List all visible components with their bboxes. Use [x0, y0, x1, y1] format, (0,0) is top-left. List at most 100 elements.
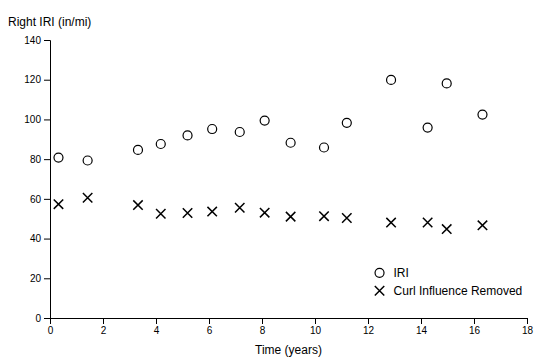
x-tick-mark [368, 318, 369, 324]
legend-label: Curl Influence Removed [394, 284, 523, 298]
point [54, 153, 63, 162]
x-tick-label: 18 [522, 325, 534, 336]
point [260, 116, 269, 125]
x-tick-mark [474, 318, 475, 324]
y-tick-mark [44, 80, 50, 81]
x-tick: 4 [154, 318, 160, 336]
x-tick: 16 [469, 318, 481, 336]
x-tick: 6 [207, 318, 213, 336]
y-tick: 20 [30, 273, 50, 284]
chart: 0 2 4 6 8 10 12 14 16 18 0 20 40 60 80 100 120 140 IRI Curl… [0, 0, 551, 364]
y-tick-mark [44, 239, 50, 240]
point [133, 200, 142, 209]
legend: IRI Curl Influence Removed [375, 266, 522, 298]
x-tick-label: 16 [469, 325, 481, 336]
legend-symbol [375, 286, 384, 295]
point [387, 75, 396, 84]
x-tick-label: 10 [310, 325, 322, 336]
x-tick-label: 14 [416, 325, 428, 336]
x-axis-label: Time (years) [255, 343, 322, 357]
y-tick: 60 [30, 194, 50, 205]
point [183, 131, 192, 140]
x-tick-label: 2 [101, 325, 107, 336]
y-tick-mark [44, 119, 50, 120]
x-tick: 10 [310, 318, 322, 336]
y-tick-label: 40 [30, 233, 42, 244]
x-tick-label: 12 [363, 325, 375, 336]
y-tick-mark [44, 40, 50, 41]
x-tick-label: 4 [154, 325, 160, 336]
legend-label: IRI [394, 266, 409, 280]
x-tick: 12 [363, 318, 375, 336]
point [208, 125, 217, 134]
x-tick: 18 [522, 318, 534, 336]
y-axis: 0 20 40 60 80 100 120 140 [24, 35, 50, 324]
point [260, 208, 269, 217]
legend-symbol [375, 268, 384, 277]
point [54, 199, 63, 208]
point [342, 213, 351, 222]
x-tick-mark [209, 318, 210, 324]
point [83, 193, 92, 202]
x-axis: 0 2 4 6 8 10 12 14 16 18 [48, 318, 534, 336]
point [478, 221, 487, 230]
point [235, 127, 244, 136]
x-tick-label: 8 [260, 325, 266, 336]
y-tick-mark [44, 199, 50, 200]
x-tick: 0 [48, 318, 54, 336]
y-tick: 120 [24, 74, 50, 85]
x-tick-mark [421, 318, 422, 324]
x-tick: 8 [260, 318, 266, 336]
y-tick-mark [44, 278, 50, 279]
y-tick-label: 80 [30, 154, 42, 165]
x-tick-mark [527, 318, 528, 324]
point [320, 143, 329, 152]
x-tick: 2 [101, 318, 107, 336]
plot-area: 0 2 4 6 8 10 12 14 16 18 0 20 40 60 80 100 120 140 IRI Curl… [24, 35, 533, 336]
y-tick: 100 [24, 114, 50, 125]
point [423, 218, 432, 227]
legend-item: Curl Influence Removed [375, 284, 522, 298]
y-tick-label: 120 [24, 74, 41, 85]
point [156, 209, 165, 218]
point [207, 207, 216, 216]
legend-item: IRI [375, 266, 409, 280]
point [183, 208, 192, 217]
point [133, 145, 142, 154]
x-tick-mark [103, 318, 104, 324]
point [156, 140, 165, 149]
y-tick-label: 0 [35, 313, 41, 324]
point [442, 224, 451, 233]
point [83, 156, 92, 165]
series [54, 193, 487, 234]
x-tick-mark [315, 318, 316, 324]
x-tick-mark [156, 318, 157, 324]
point [442, 79, 451, 88]
point [286, 212, 295, 221]
y-tick-mark [44, 318, 50, 319]
point [235, 203, 244, 212]
y-tick: 80 [30, 154, 50, 165]
point [319, 211, 328, 220]
x-tick-mark [262, 318, 263, 324]
marks [54, 75, 487, 233]
y-tick-label: 100 [24, 114, 41, 125]
point [423, 123, 432, 132]
point [342, 118, 351, 127]
x-axis-line [51, 319, 528, 325]
series [54, 75, 487, 165]
point [286, 138, 295, 147]
y-tick: 40 [30, 233, 50, 244]
y-tick: 0 [35, 313, 50, 324]
x-tick-label: 0 [48, 325, 54, 336]
y-tick-label: 60 [30, 194, 42, 205]
y-tick-label: 140 [24, 35, 41, 46]
x-tick-label: 6 [207, 325, 213, 336]
y-axis-line [44, 41, 51, 319]
point [386, 218, 395, 227]
y-tick-label: 20 [30, 273, 42, 284]
point [478, 110, 487, 119]
y-tick: 140 [24, 35, 50, 46]
y-axis-label: Right IRI (in/mi) [8, 15, 91, 29]
y-tick-mark [44, 159, 50, 160]
